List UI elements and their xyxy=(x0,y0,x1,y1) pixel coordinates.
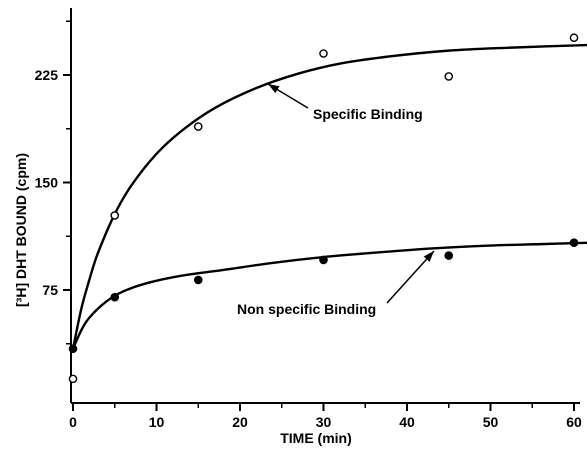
nonspecific-binding-arrow-head xyxy=(423,251,434,262)
x-tick-label: 60 xyxy=(566,414,582,430)
x-tick-label: 30 xyxy=(316,414,332,430)
nonspecific-binding-point xyxy=(110,292,120,302)
x-tick-label: 10 xyxy=(149,414,165,430)
x-tick-label: 0 xyxy=(69,414,77,430)
plot-area: 0 10 20 30 40 50 60 75 150 225 xyxy=(35,8,587,430)
nonspecific-binding-point xyxy=(444,251,454,260)
y-tick-label: 75 xyxy=(42,282,58,298)
nonspecific-binding-arrow-shaft xyxy=(386,250,435,304)
y-axis-title: [³H] DHT BOUND (cpm) xyxy=(13,153,29,307)
y-tick-label: 150 xyxy=(35,175,59,191)
specific-binding-arrow-head xyxy=(268,84,280,94)
x-tick-label: 40 xyxy=(399,414,415,430)
specific-binding-point xyxy=(569,33,579,43)
y-tick-label: 225 xyxy=(35,67,59,83)
specific-binding-point xyxy=(68,374,78,384)
y-axis-label: [³H] DHT BOUND (cpm) xyxy=(13,153,29,307)
specific-binding-point xyxy=(444,72,454,81)
x-axis-label: TIME (min) xyxy=(280,430,352,446)
nonspecific-binding-point xyxy=(319,255,328,265)
x-tick-label: 50 xyxy=(483,414,499,430)
nonspecific-binding-curve xyxy=(71,241,587,350)
nonspecific-binding-label: Non specific Binding xyxy=(237,301,376,317)
nonspecific-binding-point xyxy=(68,344,78,354)
specific-binding-curve xyxy=(71,43,587,350)
specific-binding-label: Specific Binding xyxy=(313,106,423,122)
nonspecific-binding-point xyxy=(193,275,203,285)
specific-binding-point xyxy=(193,122,203,131)
x-tick-label: 20 xyxy=(232,414,248,430)
nonspecific-binding-point xyxy=(569,238,579,247)
specific-binding-point xyxy=(319,49,328,58)
specific-binding-point xyxy=(110,211,120,220)
